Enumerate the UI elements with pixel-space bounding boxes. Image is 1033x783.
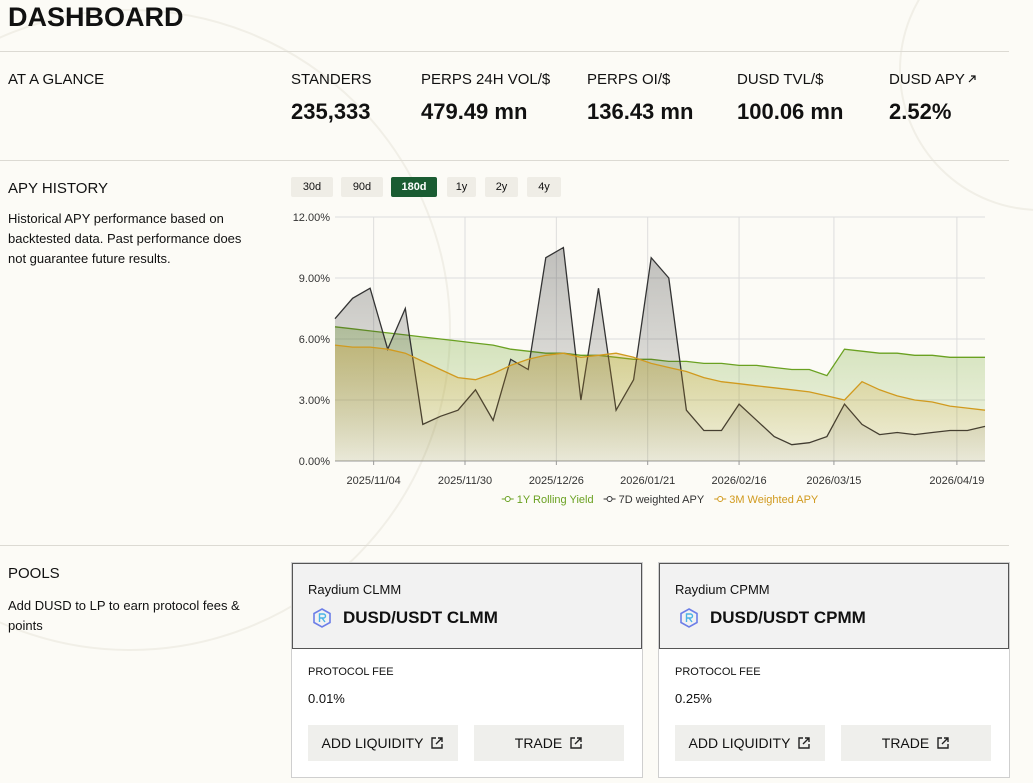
range-button[interactable]: 180d	[391, 177, 437, 197]
series-area	[335, 345, 985, 461]
range-button[interactable]: 90d	[341, 177, 383, 197]
pool-button[interactable]: ADD LIQUIDITY	[675, 725, 825, 761]
card-header	[659, 563, 1009, 649]
pool-card: Raydium CPMM DUSD/USDT CPMM PROTOCOL FEE 0.…	[658, 562, 1010, 778]
legend-marker	[717, 496, 724, 502]
fee-value: 0.25%	[675, 691, 712, 706]
x-tick-label: 2025/11/04	[347, 475, 401, 487]
pool-icon	[313, 608, 331, 628]
range-button[interactable]: 4y	[527, 177, 561, 197]
button-label: ADD LIQUIDITY	[688, 735, 791, 751]
range-button[interactable]: 30d	[291, 177, 333, 197]
pool-pair: DUSD/USDT CPMM	[710, 608, 866, 627]
external-icon	[937, 737, 949, 749]
button-label: TRADE	[881, 735, 930, 751]
stat-value: 2.52%	[889, 99, 952, 124]
button-label: ADD LIQUIDITY	[321, 735, 424, 751]
legend-label: 3M Weighted APY	[729, 494, 819, 506]
external-icon	[570, 737, 582, 749]
divider	[0, 545, 1009, 546]
stat-label: DUSD TVL/$	[737, 71, 824, 88]
stat-value: 479.49 mn	[421, 99, 528, 124]
section-title: POOLS	[8, 565, 60, 582]
y-tick-label: 0.00%	[299, 456, 330, 468]
stat-value: 235,333	[291, 99, 371, 124]
fee-label: PROTOCOL FEE	[675, 666, 761, 678]
page-title: DASHBOARD	[8, 2, 184, 32]
pool-icon	[680, 608, 698, 628]
card-header	[292, 563, 642, 649]
stat-label: PERPS OI/$	[587, 71, 671, 88]
y-tick-label: 12.00%	[293, 212, 331, 224]
pool-button[interactable]: TRADE	[841, 725, 991, 761]
legend-label: 7D weighted APY	[619, 494, 705, 506]
range-button[interactable]: 2y	[485, 177, 518, 197]
range-button[interactable]: 1y	[447, 177, 476, 197]
fee-label: PROTOCOL FEE	[308, 666, 394, 678]
stat-label: PERPS 24H VOL/$	[421, 71, 551, 88]
pool-button[interactable]: TRADE	[474, 725, 624, 761]
button-label: TRADE	[514, 735, 563, 751]
fee-value: 0.01%	[308, 691, 345, 706]
external-icon	[968, 75, 976, 83]
pool-card: Raydium CLMM DUSD/USDT CLMM PROTOCOL FEE 0.…	[291, 562, 643, 778]
section-description: Add DUSD to LP to earn protocol fees & p…	[8, 598, 240, 633]
stat-value: 100.06 mn	[737, 99, 844, 124]
legend: 1Y Rolling Yield 7D weighted APY 3M Weight…	[501, 494, 819, 506]
pool-button[interactable]: ADD LIQUIDITY	[308, 725, 458, 761]
legend-marker	[504, 496, 511, 502]
external-icon	[431, 737, 444, 749]
pool-pair: DUSD/USDT CLMM	[343, 608, 498, 627]
legend-marker	[606, 496, 613, 502]
x-tick-label: 2025/12/26	[529, 475, 584, 487]
x-tick-label: 2026/01/21	[620, 475, 675, 487]
apy-chart: 0.00% 3.00% 6.00% 9.00% 12.00% 2025/11/04 2025…	[293, 212, 986, 506]
section-title: APY HISTORY	[8, 180, 109, 197]
y-tick-label: 9.00%	[299, 273, 330, 285]
divider	[0, 51, 1009, 52]
external-icon	[798, 737, 811, 749]
section-description: Historical APY performance based on back…	[8, 211, 242, 266]
divider	[0, 160, 1009, 161]
stat-label: STANDERS	[291, 71, 372, 88]
x-tick-label: 2026/02/16	[712, 475, 767, 487]
pool-platform: Raydium CPMM	[675, 582, 770, 597]
x-tick-label: 2026/04/19	[929, 475, 984, 487]
y-tick-label: 6.00%	[299, 334, 330, 346]
legend-label: 1Y Rolling Yield	[517, 494, 594, 506]
section-title: AT A GLANCE	[8, 71, 105, 88]
stat-label[interactable]: DUSD APY	[889, 71, 965, 88]
stat-value: 136.43 mn	[587, 99, 694, 124]
y-tick-label: 3.00%	[299, 395, 330, 407]
series-line	[334, 344, 986, 411]
x-tick-label: 2025/11/30	[438, 475, 492, 487]
x-tick-label: 2026/03/15	[806, 475, 861, 487]
pool-platform: Raydium CLMM	[308, 582, 402, 597]
